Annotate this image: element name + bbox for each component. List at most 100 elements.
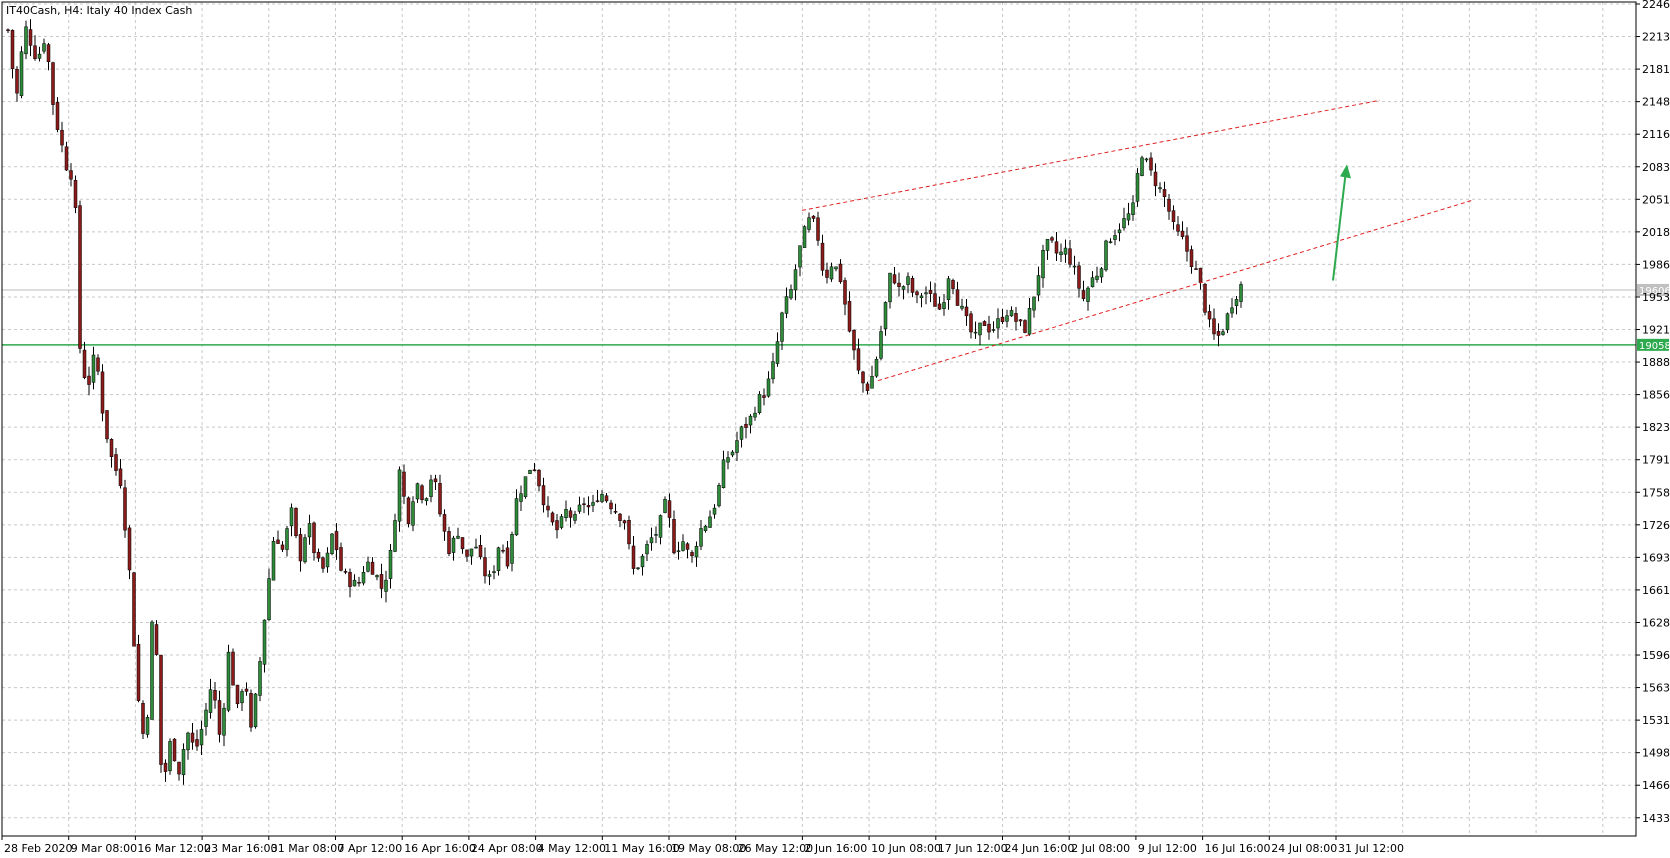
candle <box>618 513 622 521</box>
trend-arrow-head[interactable] <box>1340 164 1351 179</box>
candle <box>361 572 366 584</box>
candle <box>996 318 1000 329</box>
y-tick-label: 16286 <box>1642 616 1670 629</box>
candle <box>24 26 28 55</box>
candle <box>600 493 604 502</box>
y-tick-label: 20511 <box>1642 193 1670 206</box>
candle <box>280 544 285 550</box>
candle <box>631 545 636 569</box>
candle <box>586 505 591 508</box>
candle <box>195 739 199 747</box>
candle <box>825 269 829 278</box>
candle <box>577 504 582 512</box>
candle <box>492 571 496 574</box>
candle <box>802 226 807 248</box>
candle <box>559 516 564 528</box>
candle <box>510 534 514 564</box>
x-tick-label: 9 Jul 12:00 <box>1138 842 1197 855</box>
candle <box>987 323 991 333</box>
y-tick-label: 17586 <box>1642 486 1670 499</box>
trend-arrow-shaft[interactable] <box>1332 170 1347 281</box>
candle <box>496 547 501 571</box>
candle <box>969 313 973 333</box>
candle <box>649 537 654 544</box>
channel-upper-line[interactable] <box>801 99 1381 211</box>
candle <box>321 557 325 569</box>
candle <box>757 394 762 413</box>
candle <box>555 520 559 531</box>
plot-frame <box>1 1 1637 837</box>
candle <box>753 412 757 418</box>
candle <box>528 469 532 474</box>
candle <box>640 555 645 568</box>
candle <box>1185 235 1189 252</box>
candle <box>573 514 577 521</box>
candle <box>807 217 811 230</box>
candle <box>505 547 510 567</box>
candle <box>1045 238 1050 251</box>
candle <box>1000 316 1005 323</box>
candle <box>388 550 393 579</box>
candle <box>1162 189 1167 197</box>
candle <box>208 689 213 713</box>
channel-lower-line[interactable] <box>877 199 1473 382</box>
candle <box>339 547 343 571</box>
y-tick-label: 14336 <box>1642 812 1670 825</box>
candle <box>73 180 78 208</box>
candle <box>766 378 771 397</box>
candle <box>762 395 766 398</box>
x-tick-label: 7 Apr 12:00 <box>338 842 403 855</box>
candle <box>1104 240 1108 271</box>
candle <box>1239 284 1243 302</box>
candle <box>1167 198 1171 212</box>
chart-title: IT40Cash, H4: Italy 40 Index Cash <box>6 4 192 17</box>
candle <box>168 741 172 772</box>
candle <box>973 331 978 334</box>
candle <box>820 242 825 271</box>
x-tick-label: 26 May 12:00 <box>738 842 813 855</box>
candle <box>334 531 339 550</box>
candle <box>123 487 127 531</box>
y-tick-label: 21161 <box>1642 128 1670 141</box>
y-tick-label: 21486 <box>1642 96 1670 109</box>
candle <box>690 552 694 557</box>
y-tick-label: 22461 <box>1642 0 1670 11</box>
candle <box>127 527 132 571</box>
candle <box>595 500 600 503</box>
candle <box>420 485 424 501</box>
candle <box>883 302 888 330</box>
candle <box>789 289 793 299</box>
x-tick-label: 2 Jul 08:00 <box>1071 842 1130 855</box>
candle <box>591 502 595 506</box>
candle <box>397 469 402 522</box>
candle <box>217 700 222 735</box>
candle <box>906 276 910 285</box>
candle <box>424 498 429 502</box>
candle <box>150 621 154 720</box>
candle <box>51 62 55 105</box>
candle <box>1095 275 1099 280</box>
levels: 19606 19058 <box>2 283 1670 352</box>
candle <box>240 691 244 704</box>
candle <box>37 53 42 59</box>
candle <box>357 581 361 584</box>
candle <box>154 624 159 655</box>
candle <box>978 322 982 336</box>
candle <box>96 357 100 372</box>
candle <box>1108 241 1113 244</box>
candle <box>136 643 141 701</box>
candle <box>343 571 348 573</box>
x-tick-label: 16 Jul 16:00 <box>1205 842 1271 855</box>
candle <box>82 349 87 378</box>
candle <box>33 45 37 59</box>
candle <box>888 272 892 303</box>
candle <box>285 528 289 550</box>
candle <box>676 550 681 552</box>
candle <box>627 520 631 545</box>
candle <box>267 578 271 620</box>
candle <box>672 519 676 554</box>
